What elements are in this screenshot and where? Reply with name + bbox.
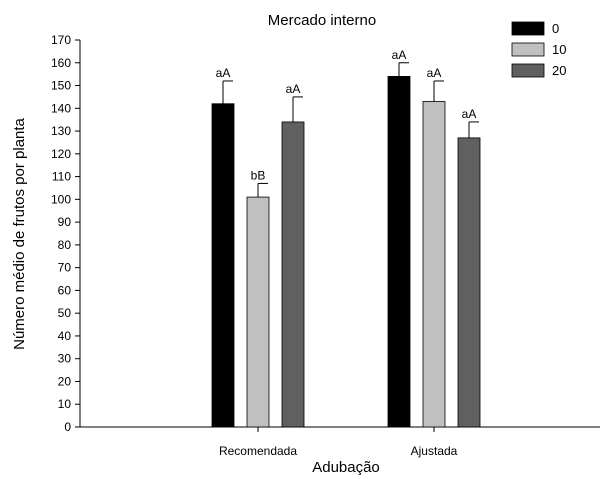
y-tick-label: 150 xyxy=(51,79,71,93)
bar xyxy=(246,196,270,428)
chart-title: Mercado interno xyxy=(268,12,376,29)
y-tick-label: 30 xyxy=(58,352,72,366)
y-axis-title: Número médio de frutos por planta xyxy=(11,117,28,349)
bar xyxy=(211,103,235,428)
y-tick-label: 60 xyxy=(58,283,72,297)
legend-swatch xyxy=(511,21,545,36)
y-tick-label: 90 xyxy=(58,215,72,229)
y-tick-label: 110 xyxy=(52,170,71,184)
legend-label: 10 xyxy=(552,42,566,57)
y-tick-label: 120 xyxy=(51,147,71,161)
y-tick-label: 0 xyxy=(64,420,71,434)
y-tick-label: 170 xyxy=(51,33,71,47)
x-tick-label: Ajustada xyxy=(411,444,458,458)
legend-label: 20 xyxy=(552,63,566,78)
y-tick-label: 160 xyxy=(51,56,71,70)
y-tick-label: 50 xyxy=(58,306,72,320)
bar xyxy=(387,76,411,428)
legend: 0 10 20 xyxy=(511,21,566,78)
y-tick-label: 20 xyxy=(58,374,72,388)
data-label: bB xyxy=(251,168,266,182)
x-axis-title: Adubação xyxy=(312,459,380,476)
data-label: aA xyxy=(392,48,407,62)
y-tick-label: 70 xyxy=(58,261,72,275)
y-tick-label: 80 xyxy=(58,238,72,252)
bar xyxy=(422,101,446,428)
legend-swatch xyxy=(511,63,545,78)
data-label: aA xyxy=(286,82,301,96)
y-tick-label: 140 xyxy=(51,101,71,115)
x-tick-label: Recomendada xyxy=(219,444,297,458)
data-label: aA xyxy=(427,66,442,80)
legend-swatch xyxy=(511,42,545,57)
legend-label: 0 xyxy=(552,21,559,36)
y-tick-label: 40 xyxy=(58,329,72,343)
y-tick-label: 130 xyxy=(51,124,71,138)
y-tick-label: 100 xyxy=(51,192,71,206)
data-label: aA xyxy=(462,107,477,121)
bar xyxy=(281,121,305,428)
y-tick-label: 10 xyxy=(58,397,72,411)
plot-area: 0 10 20 30 40 50 60 70 80 90 100 110 120 130 140 150 160… xyxy=(51,33,600,458)
data-label: aA xyxy=(216,66,231,80)
bar xyxy=(457,137,481,428)
